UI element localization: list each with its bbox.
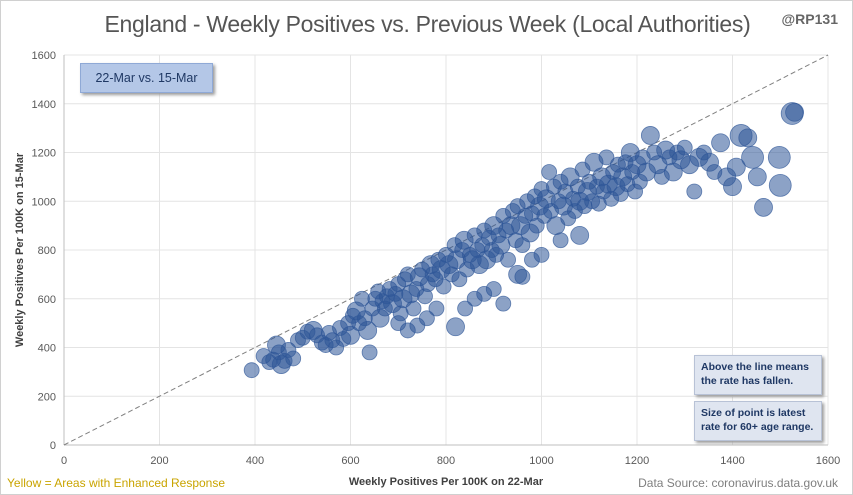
data-point (405, 300, 422, 317)
data-point (285, 350, 302, 367)
data-point (491, 235, 511, 255)
x-tick-label: 1600 (816, 455, 840, 467)
data-point (598, 149, 615, 166)
data-point (747, 167, 767, 187)
y-tick-label: 800 (38, 245, 56, 257)
y-tick-label: 1200 (32, 148, 56, 160)
x-axis-title: Weekly Positives Per 100K on 22-Mar (349, 476, 544, 488)
y-tick-label: 200 (38, 391, 56, 403)
x-tick-label: 400 (246, 455, 264, 467)
data-point (552, 232, 569, 249)
y-tick-label: 600 (38, 294, 56, 306)
data-point (640, 126, 660, 145)
x-tick-label: 1000 (529, 455, 553, 467)
data-point (243, 362, 260, 379)
data-point (399, 322, 416, 339)
y-tick-label: 1000 (32, 196, 56, 208)
data-point (341, 325, 360, 345)
data-point (500, 251, 516, 268)
data-source: Data Source: coronavirus.data.gov.uk (638, 476, 838, 490)
data-point (418, 310, 435, 327)
data-point (476, 285, 493, 302)
y-tick-label: 0 (50, 440, 56, 452)
data-point (767, 145, 791, 169)
axis-ticks: 0 200 400 600 800 1000 1200 1400 1600 0 200 400 600 8… (32, 50, 841, 467)
data-point (457, 300, 474, 317)
author-handle: @RP131 (781, 11, 838, 27)
data-points (243, 102, 804, 379)
enhanced-response-legend: Yellow = Areas with Enhanced Response (7, 476, 226, 490)
y-axis-title: Weekly Positives Per 100K on 15-Mar (14, 152, 26, 347)
data-point (514, 268, 531, 285)
data-point (676, 139, 693, 156)
data-point (524, 251, 540, 268)
y-tick-label: 400 (38, 343, 56, 355)
data-point (446, 317, 465, 337)
data-point (541, 164, 558, 180)
y-tick-label: 1600 (32, 50, 56, 62)
data-point (738, 128, 758, 148)
data-point (741, 145, 764, 169)
x-tick-label: 0 (61, 455, 67, 467)
data-point (785, 102, 804, 122)
chart-title: England - Weekly Positives vs. Previous … (104, 11, 751, 37)
data-point (358, 321, 378, 340)
data-point (768, 174, 792, 197)
x-tick-label: 200 (150, 455, 168, 467)
data-point (435, 278, 452, 295)
data-point (570, 225, 590, 245)
data-point (754, 197, 773, 217)
date-comparison-label: 22-Mar vs. 15-Mar (80, 63, 213, 93)
data-point (711, 133, 730, 153)
y-tick-label: 1400 (32, 99, 56, 111)
data-point (686, 183, 703, 200)
note-line-meaning: Above the line means the rate has fallen… (694, 355, 822, 395)
x-tick-label: 600 (341, 455, 359, 467)
data-point (495, 295, 512, 312)
data-point (428, 300, 445, 317)
x-tick-label: 800 (437, 455, 455, 467)
note-point-size: Size of point is latest rate for 60+ age… (694, 401, 822, 441)
x-tick-label: 1200 (625, 455, 649, 467)
x-tick-label: 1400 (720, 455, 744, 467)
data-point (726, 157, 746, 177)
data-point (723, 177, 742, 197)
data-point (361, 344, 378, 361)
